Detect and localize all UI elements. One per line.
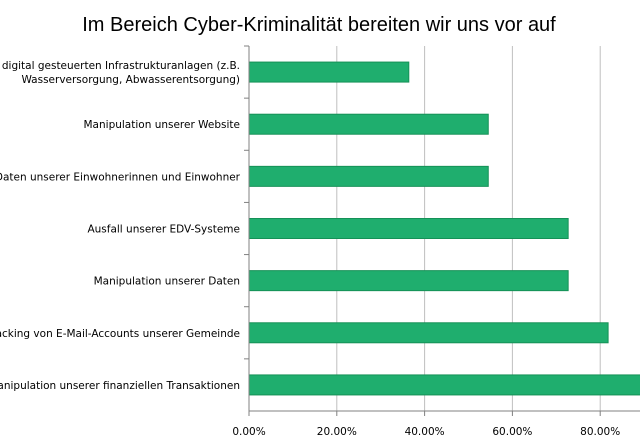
category-labels: unserer digital gesteuerten Infrastruktu…	[0, 60, 241, 392]
category-label: Wasserversorgung, Abwasserentsorgung)	[21, 74, 240, 86]
bar	[248, 165, 489, 187]
bar	[248, 322, 609, 344]
x-tick-label: 80.00%	[580, 426, 620, 438]
bar	[248, 113, 489, 135]
bar	[248, 218, 569, 239]
bars	[248, 61, 640, 396]
bar	[248, 270, 569, 292]
bar	[248, 374, 640, 396]
category-label: Ausfall unserer EDV-Systeme	[87, 224, 240, 236]
x-tick-label: 0.00%	[232, 426, 265, 438]
category-label: Manipulation unserer Website	[84, 119, 241, 131]
bar	[248, 61, 410, 83]
category-label: Hacking von E-Mail-Accounts unserer Geme…	[0, 328, 240, 340]
chart-title: Im Bereich Cyber-Kriminalität bereiten w…	[82, 14, 556, 36]
x-tick-label: 20.00%	[317, 426, 357, 438]
category-label: Manipulation unserer finanziellen Transa…	[0, 380, 240, 392]
x-tick-label: 40.00%	[405, 426, 445, 438]
axes	[244, 45, 640, 416]
category-label: Manipulation unserer Daten	[94, 276, 240, 288]
x-tick-label: 60.00%	[492, 426, 532, 438]
category-label: von Daten unserer Einwohnerinnen und Ein…	[0, 171, 241, 183]
tick-labels: 0.00% 20.00% 40.00% 60.00% 80.00%	[232, 426, 620, 438]
category-label: unserer digital gesteuerten Infrastruktu…	[0, 60, 240, 72]
